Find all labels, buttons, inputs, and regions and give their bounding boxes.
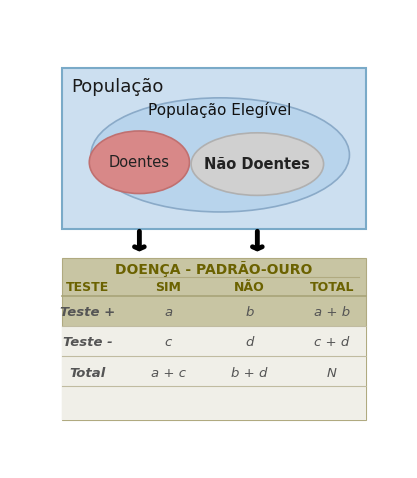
Text: a: a — [164, 306, 173, 319]
Ellipse shape — [91, 98, 349, 212]
Bar — [62, 326, 366, 420]
Text: N: N — [327, 367, 337, 380]
Text: c + d: c + d — [314, 337, 349, 349]
Text: Total: Total — [70, 367, 106, 380]
Text: População: População — [72, 77, 164, 96]
Bar — [62, 68, 366, 228]
Text: TOTAL: TOTAL — [309, 281, 354, 294]
Text: Teste +: Teste + — [60, 306, 115, 319]
Text: b + d: b + d — [231, 367, 267, 380]
Text: NÃO: NÃO — [234, 281, 265, 294]
Text: a + c: a + c — [151, 367, 186, 380]
Text: a + b: a + b — [314, 306, 350, 319]
Text: d: d — [245, 337, 254, 349]
Text: b: b — [245, 306, 254, 319]
Bar — [62, 258, 366, 420]
Text: População Elegível: População Elegível — [148, 102, 292, 118]
Text: Teste -: Teste - — [63, 337, 113, 349]
Ellipse shape — [191, 133, 324, 196]
Ellipse shape — [89, 131, 189, 194]
Text: TESTE: TESTE — [66, 281, 109, 294]
Text: Doentes: Doentes — [109, 155, 170, 170]
Text: DOENÇA - PADRÃO-OURO: DOENÇA - PADRÃO-OURO — [115, 261, 312, 277]
Text: c: c — [165, 337, 172, 349]
Text: Não Doentes: Não Doentes — [204, 157, 310, 172]
Text: SIM: SIM — [156, 281, 181, 294]
